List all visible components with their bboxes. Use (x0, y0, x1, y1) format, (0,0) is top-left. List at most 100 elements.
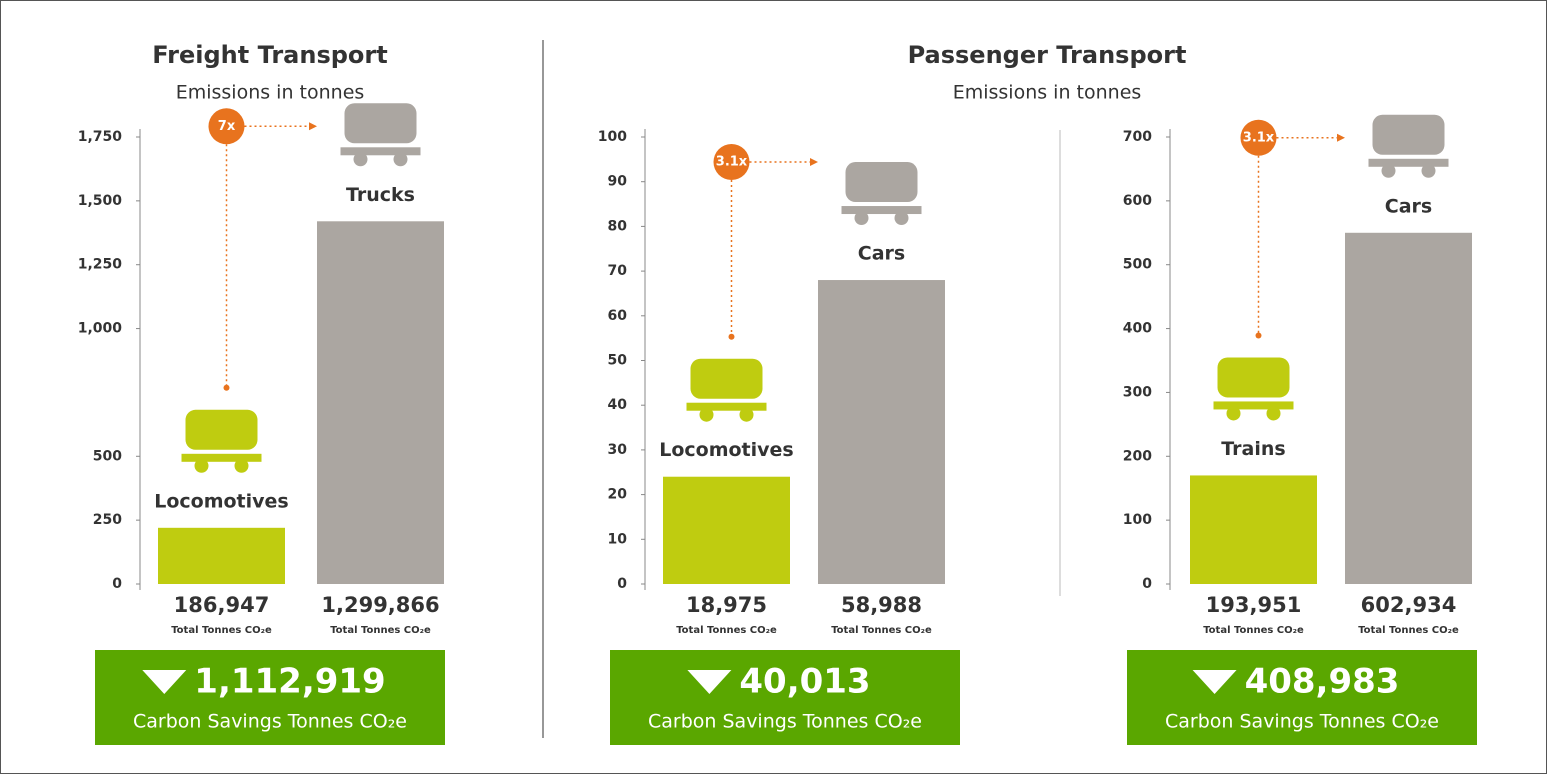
total-unit: Total Tonnes CO₂e (1358, 625, 1459, 636)
icon (841, 206, 922, 215)
icon (353, 152, 368, 167)
y-tick-label: 70 (608, 263, 628, 279)
y-tick-label: 1,000 (78, 321, 123, 337)
arrow-head (309, 122, 317, 131)
icon (1266, 406, 1281, 421)
icon (181, 453, 262, 462)
total-unit: Total Tonnes CO₂e (831, 625, 932, 636)
multiplier-label: 7x (218, 119, 236, 134)
connector-dot (728, 333, 735, 340)
down-triangle (142, 670, 187, 694)
y-tick-label: 200 (1123, 448, 1152, 464)
y-tick-label: 1,250 (78, 257, 123, 273)
savings-label: Carbon Savings Tonnes CO₂e (133, 711, 407, 733)
savings-label: Carbon Savings Tonnes CO₂e (1165, 711, 1439, 733)
bar (1190, 475, 1317, 584)
icon (854, 211, 869, 226)
y-tick-label: 40 (608, 397, 628, 413)
category-label: Trains (1221, 438, 1285, 460)
savings-value: 408,983 (1245, 662, 1400, 702)
icon (234, 458, 249, 473)
total-unit: Total Tonnes CO₂e (1203, 625, 1304, 636)
total-value: 602,934 (1361, 593, 1457, 617)
arrow-head (810, 158, 818, 166)
y-tick-label: 0 (1142, 576, 1152, 592)
y-tick-label: 500 (1123, 257, 1152, 273)
arrow-head (1337, 133, 1345, 142)
bar (317, 221, 444, 584)
savings-box (1127, 650, 1477, 745)
y-tick-label: 90 (608, 174, 628, 190)
down-triangle (687, 670, 732, 694)
icon (894, 211, 909, 226)
total-value: 1,299,866 (321, 593, 439, 617)
y-tick-label: 300 (1123, 384, 1152, 400)
multiplier-label: 3.1x (716, 155, 748, 170)
icon (1421, 163, 1436, 178)
bar (818, 280, 945, 584)
icon (194, 458, 209, 473)
y-tick-label: 80 (608, 218, 628, 234)
icon (1372, 114, 1445, 155)
y-tick-label: 20 (608, 487, 628, 503)
icon (686, 402, 767, 411)
total-value: 193,951 (1206, 593, 1302, 617)
icon (1368, 158, 1449, 167)
icon (1213, 401, 1294, 410)
y-tick-label: 1,500 (78, 193, 123, 209)
y-tick-label: 30 (608, 442, 628, 458)
icon (344, 103, 417, 144)
section-title: Passenger Transport (908, 41, 1187, 69)
connector-dot (223, 384, 230, 391)
total-value: 186,947 (174, 593, 270, 617)
icon (1217, 357, 1290, 398)
y-tick-label: 250 (93, 512, 122, 528)
y-tick-label: 100 (1123, 512, 1152, 528)
icon (1226, 406, 1241, 421)
icon (185, 409, 258, 450)
category-label: Locomotives (659, 439, 794, 461)
y-tick-label: 60 (608, 308, 628, 324)
icon (393, 152, 408, 167)
category-label: Cars (858, 243, 905, 265)
y-tick-label: 100 (598, 129, 627, 145)
down-triangle (1192, 670, 1237, 694)
savings-value: 40,013 (739, 662, 870, 702)
total-value: 58,988 (841, 593, 922, 617)
category-label: Trucks (346, 184, 415, 206)
section-subtitle: Emissions in tonnes (953, 82, 1142, 104)
y-tick-label: 10 (608, 531, 628, 547)
bar (1345, 232, 1472, 585)
icon (699, 407, 714, 422)
savings-box (95, 650, 445, 745)
connector-dot (1255, 332, 1262, 339)
y-tick-label: 1,750 (78, 129, 123, 145)
bar (158, 527, 285, 584)
icon (340, 147, 421, 156)
total-value: 18,975 (686, 593, 767, 617)
bar (663, 476, 790, 584)
total-unit: Total Tonnes CO₂e (330, 625, 431, 636)
savings-label: Carbon Savings Tonnes CO₂e (648, 711, 922, 733)
savings-box (610, 650, 960, 745)
icon (845, 162, 918, 203)
icon (739, 407, 754, 422)
y-tick-label: 50 (608, 353, 628, 369)
y-tick-label: 0 (112, 576, 122, 592)
y-tick-label: 0 (617, 576, 627, 592)
total-unit: Total Tonnes CO₂e (171, 625, 272, 636)
y-tick-label: 600 (1123, 193, 1152, 209)
category-label: Cars (1385, 195, 1432, 217)
multiplier-badge (208, 108, 245, 145)
category-label: Locomotives (154, 490, 289, 512)
multiplier-badge (1240, 119, 1277, 156)
multiplier-badge (713, 144, 750, 180)
icon (1381, 163, 1396, 178)
y-tick-label: 500 (93, 448, 122, 464)
multiplier-label: 3.1x (1243, 130, 1275, 145)
y-tick-label: 400 (1123, 321, 1152, 337)
savings-value: 1,112,919 (194, 662, 385, 702)
section-title: Freight Transport (152, 41, 387, 69)
